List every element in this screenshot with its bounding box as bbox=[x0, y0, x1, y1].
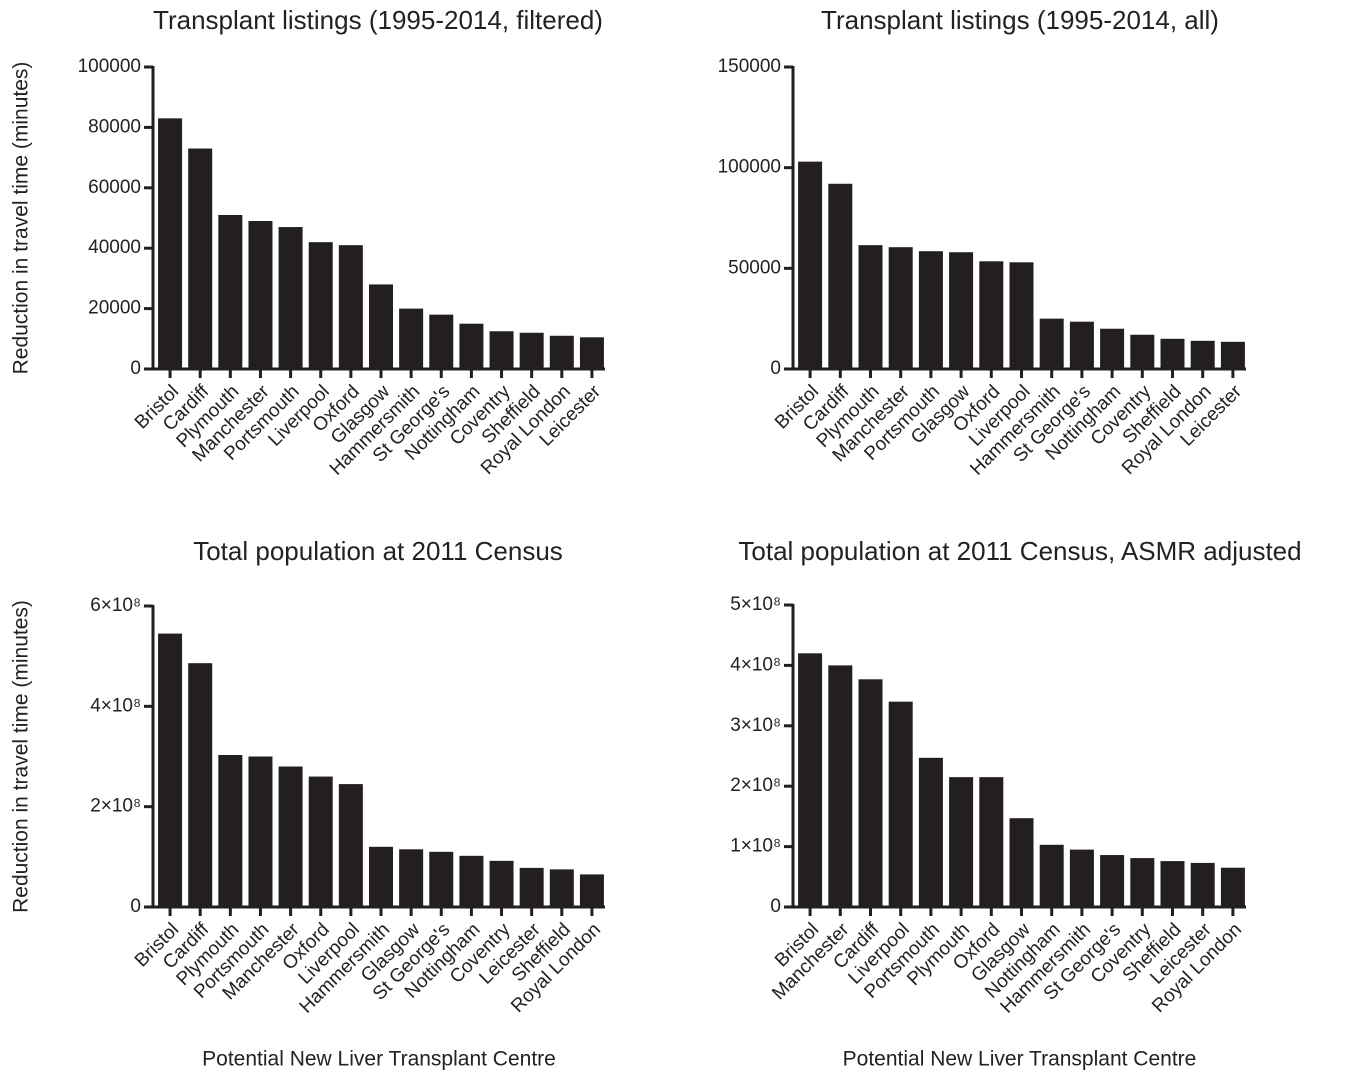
y-tick-label: 0 bbox=[770, 358, 781, 379]
y-tick-label: 6×10⁸ bbox=[90, 595, 141, 616]
bar bbox=[369, 846, 393, 907]
bar bbox=[1130, 858, 1155, 907]
y-tick-label: 0 bbox=[770, 896, 781, 917]
bar bbox=[459, 855, 484, 907]
y-tick-label: 5×10⁸ bbox=[730, 594, 781, 615]
panel: Total population at 2011 Census Reduction… bbox=[10, 536, 605, 1071]
bar bbox=[888, 247, 913, 369]
bar bbox=[338, 245, 363, 369]
bar bbox=[248, 756, 273, 907]
y-tick-label: 4×10⁸ bbox=[730, 654, 781, 675]
bar bbox=[828, 665, 853, 907]
chart-title: Total population at 2011 Census, ASMR ad… bbox=[738, 536, 1301, 566]
bar bbox=[858, 245, 883, 369]
panel: Transplant listings (1995-2014, filtered… bbox=[10, 5, 606, 480]
bar bbox=[949, 777, 974, 907]
panel: Total population at 2011 Census, ASMR ad… bbox=[730, 536, 1301, 1071]
y-tick-label: 2×10⁸ bbox=[730, 775, 781, 796]
bar bbox=[308, 776, 333, 907]
y-tick-label: 4×10⁸ bbox=[90, 695, 141, 716]
bar bbox=[519, 867, 544, 907]
y-tick-label: 0 bbox=[130, 358, 141, 379]
y-tick-label: 150000 bbox=[718, 56, 781, 77]
bar bbox=[979, 777, 1004, 907]
bar bbox=[429, 851, 454, 907]
y-tick-label: 100000 bbox=[78, 56, 141, 77]
bar bbox=[579, 874, 604, 907]
bar bbox=[188, 148, 213, 369]
bar bbox=[489, 860, 514, 907]
bar bbox=[828, 183, 853, 369]
bar bbox=[278, 766, 303, 907]
bar bbox=[798, 161, 823, 369]
bar bbox=[1069, 321, 1094, 369]
bar bbox=[278, 227, 303, 369]
bar bbox=[1190, 340, 1215, 369]
y-tick-label: 20000 bbox=[88, 298, 141, 319]
bar bbox=[248, 221, 273, 369]
bar bbox=[1190, 862, 1215, 907]
chart-title: Total population at 2011 Census bbox=[193, 536, 563, 566]
y-tick-label: 80000 bbox=[88, 116, 141, 137]
chart-title: Transplant listings (1995-2014, filtered… bbox=[153, 5, 603, 35]
bar bbox=[918, 757, 943, 907]
y-tick-label: 40000 bbox=[88, 237, 141, 258]
bar bbox=[399, 849, 424, 907]
bar bbox=[1009, 818, 1034, 907]
bar bbox=[1160, 338, 1185, 369]
bar bbox=[1009, 262, 1034, 369]
y-axis-label: Reduction in travel time (minutes) bbox=[10, 600, 33, 913]
bar bbox=[1039, 318, 1064, 369]
y-tick-label: 0 bbox=[130, 896, 141, 917]
bar bbox=[888, 701, 913, 907]
bar bbox=[399, 308, 424, 369]
bar bbox=[218, 754, 243, 907]
bar bbox=[858, 679, 883, 907]
y-tick-label: 1×10⁸ bbox=[730, 836, 781, 857]
chart-title: Transplant listings (1995-2014, all) bbox=[821, 5, 1219, 35]
y-tick-label: 100000 bbox=[718, 157, 781, 178]
y-tick-label: 50000 bbox=[728, 257, 781, 278]
y-axis-label: Reduction in travel time (minutes) bbox=[10, 62, 33, 375]
bar bbox=[579, 337, 604, 369]
bar bbox=[429, 314, 454, 369]
bar bbox=[979, 261, 1004, 369]
y-tick-label: 2×10⁸ bbox=[90, 796, 141, 817]
bar bbox=[489, 331, 514, 369]
y-tick-label: 60000 bbox=[88, 177, 141, 198]
bar bbox=[369, 284, 393, 369]
x-axis-label: Potential New Liver Transplant Centre bbox=[202, 1048, 556, 1071]
bar bbox=[949, 252, 974, 369]
bar bbox=[1220, 341, 1245, 369]
bar bbox=[158, 633, 183, 907]
bar bbox=[1130, 334, 1155, 369]
bar bbox=[1039, 844, 1064, 907]
bar bbox=[549, 869, 574, 907]
bar bbox=[918, 251, 943, 369]
bar bbox=[1100, 328, 1125, 369]
bar bbox=[158, 118, 183, 369]
bar bbox=[1160, 861, 1185, 907]
bar bbox=[1220, 867, 1245, 907]
panel: Transplant listings (1995-2014, all)Bris… bbox=[718, 5, 1247, 480]
y-tick-label: 3×10⁸ bbox=[730, 715, 781, 736]
bar bbox=[1069, 849, 1094, 907]
bar bbox=[459, 323, 484, 369]
bar bbox=[218, 214, 243, 369]
bar bbox=[188, 663, 213, 907]
bar bbox=[308, 242, 333, 369]
bar bbox=[798, 653, 823, 907]
x-axis-label: Potential New Liver Transplant Centre bbox=[843, 1048, 1197, 1071]
bar bbox=[1100, 855, 1125, 907]
bar bbox=[519, 332, 544, 369]
bar bbox=[338, 784, 363, 907]
bar bbox=[549, 335, 574, 369]
